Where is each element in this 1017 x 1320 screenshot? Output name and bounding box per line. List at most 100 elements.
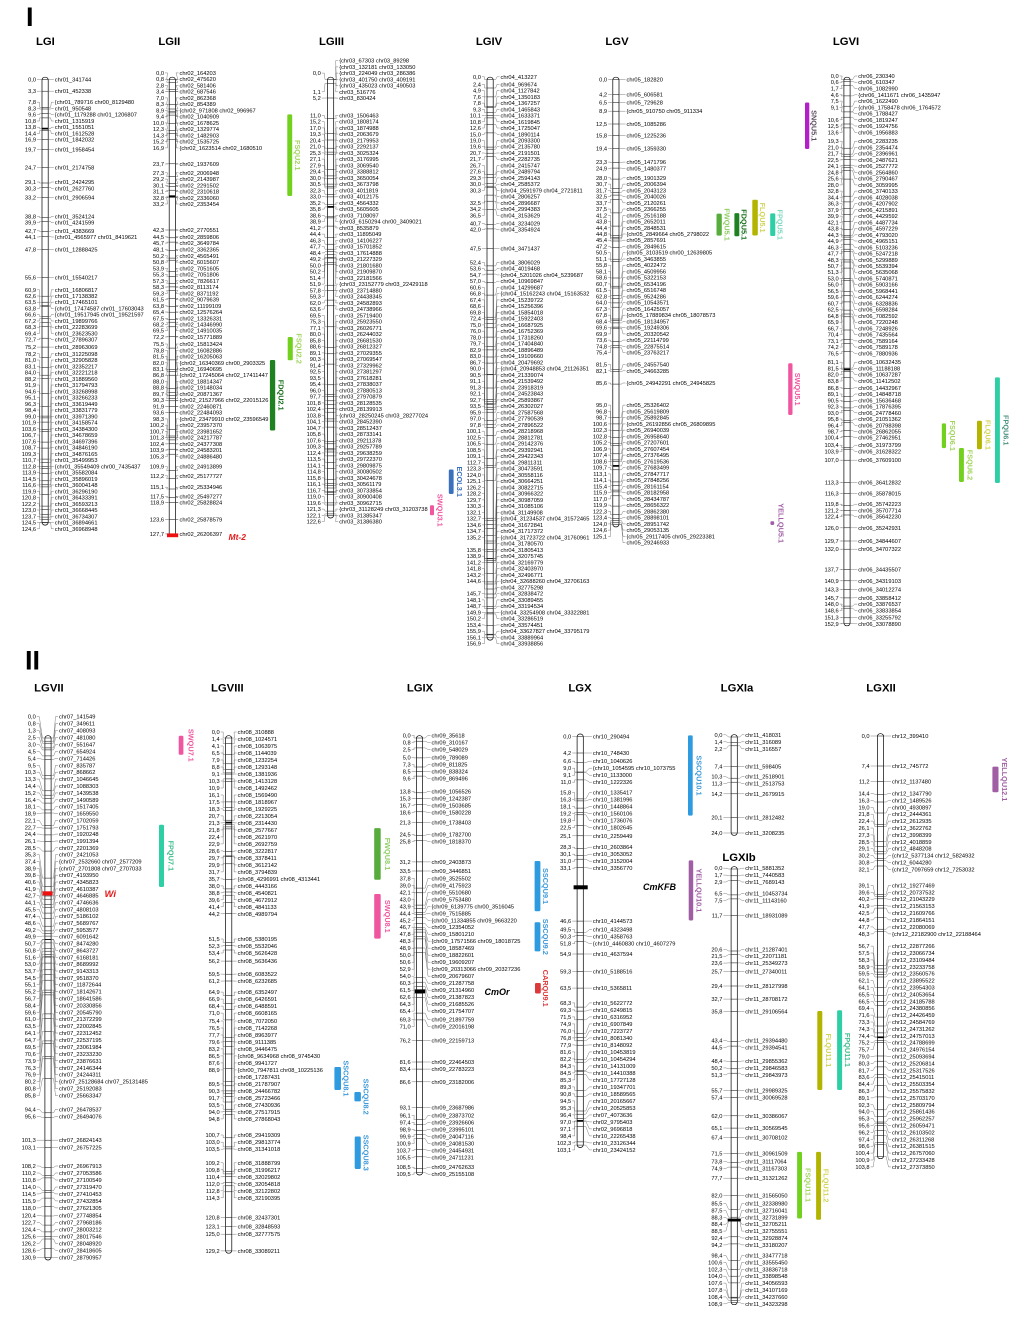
svg-text:0,8: 0,8 [28, 722, 36, 728]
svg-text:LGII: LGII [158, 36, 180, 48]
svg-text:chr07_9518370: chr07_9518370 [59, 976, 99, 982]
svg-text:chr02_3649784: chr02_3649784 [180, 241, 220, 247]
svg-text:81,7: 81,7 [859, 1068, 870, 1074]
svg-text:46,7: 46,7 [400, 925, 411, 931]
svg-text:{chr06_1411671 chr06_1435947: {chr06_1411671 chr06_1435947 [858, 93, 940, 99]
svg-text:chr06_4215891: chr06_4215891 [858, 208, 898, 214]
svg-text:81,0: 81,0 [25, 358, 36, 364]
svg-text:123,0: 123,0 [22, 508, 36, 514]
svg-text:chr11_29394480: chr11_29394480 [745, 1039, 787, 1045]
svg-text:0,6: 0,6 [831, 80, 839, 86]
svg-text:chr06_5635068: chr06_5635068 [858, 270, 898, 276]
svg-text:115,9: 115,9 [593, 491, 607, 497]
svg-text:{chr04_32688260 chr04_32706163: {chr04_32688260 chr04_32706163 [501, 579, 590, 585]
svg-text:35,7: 35,7 [209, 877, 220, 883]
svg-text:69,3: 69,3 [560, 1008, 571, 1014]
svg-text:{chr12_22182900 chr12_22188464: {chr12_22182900 chr12_22188464 [892, 932, 981, 938]
svg-text:chr01_1842032: chr01_1842032 [55, 138, 95, 144]
svg-text:chr04_1633371: chr04_1633371 [501, 114, 541, 120]
svg-text:chr07_1991394: chr07_1991394 [59, 839, 99, 845]
svg-text:89,1: 89,1 [828, 392, 839, 398]
svg-text:71,0: 71,0 [400, 1025, 411, 1031]
svg-text:chr10_1381996: chr10_1381996 [593, 798, 633, 804]
svg-text:12,5: 12,5 [596, 122, 607, 128]
svg-text:89,1: 89,1 [859, 1096, 870, 1102]
svg-text:50,5: 50,5 [596, 251, 607, 257]
svg-text:11,7: 11,7 [712, 914, 723, 920]
svg-text:32,7: 32,7 [711, 997, 722, 1003]
svg-text:{chr02_21527966 chr02_22015126: {chr02_21527966 chr02_22015126 [180, 398, 269, 404]
svg-text:82,9: 82,9 [470, 348, 481, 354]
svg-text:chr03_30561179: chr03_30561179 [339, 482, 381, 488]
svg-text:chr06_5903166: chr06_5903166 [858, 283, 898, 289]
svg-text:chr05_25619809: chr05_25619809 [627, 409, 670, 415]
svg-text:{chr04_31723722 chr04_31760961: {chr04_31723722 chr04_31760961 [501, 535, 590, 541]
svg-text:39,9: 39,9 [828, 214, 839, 220]
svg-text:109,7: 109,7 [593, 466, 607, 472]
svg-text:73,6: 73,6 [596, 338, 607, 344]
svg-text:75,4: 75,4 [209, 1019, 220, 1025]
svg-text:LGI: LGI [36, 36, 55, 48]
svg-text:chr12_21563153: chr12_21563153 [892, 904, 935, 910]
svg-text:chr10_4637594: chr10_4637594 [593, 952, 633, 958]
svg-text:chr02_25177727: chr02_25177727 [180, 474, 223, 480]
svg-text:chr11_31117064: chr11_31117064 [745, 1160, 786, 1166]
svg-text:83,2: 83,2 [209, 1047, 220, 1053]
svg-text:144,6: 144,6 [467, 579, 481, 585]
svg-text:112,8: 112,8 [206, 1189, 220, 1195]
svg-text:31,2: 31,2 [400, 860, 411, 866]
svg-text:chr07_27410453: chr07_27410453 [59, 1192, 102, 1198]
svg-text:76,3: 76,3 [25, 1066, 36, 1072]
svg-text:116,3: 116,3 [825, 491, 839, 497]
svg-text:chr12_25962257: chr12_25962257 [892, 1117, 935, 1123]
svg-text:chr09_21314960: chr09_21314960 [432, 988, 475, 994]
svg-text:107,8: 107,8 [708, 1288, 722, 1294]
svg-text:chr04_31780570: chr04_31780570 [501, 542, 544, 548]
svg-text:75,0: 75,0 [470, 323, 481, 329]
svg-text:101,3: 101,3 [22, 1138, 36, 1144]
svg-text:chr01_32352217: chr01_32352217 [55, 364, 98, 370]
svg-text:chr09_15801210: chr09_15801210 [432, 932, 475, 938]
svg-text:chr03_2063679: chr03_2063679 [339, 132, 379, 138]
svg-text:chr02_2353454: chr02_2353454 [180, 202, 220, 208]
svg-text:102,3: 102,3 [557, 1141, 571, 1147]
svg-text:16,4: 16,4 [25, 798, 36, 804]
svg-text:25,3: 25,3 [310, 151, 321, 157]
svg-text:chr04_31672841: chr04_31672841 [501, 523, 544, 529]
svg-text:chr03_30900408: chr03_30900408 [339, 495, 382, 501]
svg-text:100,6: 100,6 [593, 422, 607, 428]
svg-text:148,7: 148,7 [467, 604, 481, 610]
svg-text:{chr03_67303 chr03_89298: {chr03_67303 chr03_89298 [339, 59, 409, 65]
svg-text:125,1: 125,1 [467, 479, 481, 485]
svg-text:24,5: 24,5 [400, 832, 411, 838]
svg-text:chr02_164203: chr02_164203 [180, 71, 216, 77]
svg-text:{chr04_33254908 chr04_33322881: {chr04_33254908 chr04_33322881 [501, 610, 590, 616]
svg-text:chr04_29392941: chr04_29392941 [501, 448, 544, 454]
svg-text:128,2: 128,2 [467, 492, 481, 498]
svg-text:chr08_2314430: chr08_2314430 [238, 821, 278, 827]
svg-text:114,8: 114,8 [307, 470, 321, 476]
svg-text:{chr07_2701808 chr07_2707033: {chr07_2701808 chr07_2707033 [59, 866, 142, 872]
svg-text:chr12_4018859: chr12_4018859 [892, 840, 932, 846]
svg-text:chr11_2518901: chr11_2518901 [745, 775, 784, 781]
svg-text:chr08_32122802: chr08_32122802 [238, 1189, 281, 1195]
svg-text:FSQU2.2: FSQU2.2 [294, 333, 303, 363]
svg-text:chr08_2692759: chr08_2692759 [238, 842, 278, 848]
svg-text:92,3: 92,3 [828, 405, 839, 411]
svg-text:chr04_32775298: chr04_32775298 [501, 585, 544, 591]
svg-text:chr08_31341018: chr08_31341018 [238, 1147, 281, 1153]
svg-text:chr12_26103502: chr12_26103502 [892, 1130, 935, 1136]
svg-text:FSQU11.1: FSQU11.1 [804, 1168, 813, 1202]
svg-text:chr05_1359330: chr05_1359330 [627, 147, 667, 153]
svg-text:145,7: 145,7 [467, 592, 481, 598]
svg-text:chr08_7142268: chr08_7142268 [238, 1026, 278, 1032]
svg-text:87,5: 87,5 [711, 1209, 722, 1215]
svg-text:68,4: 68,4 [596, 319, 607, 325]
svg-text:chr07_1439538: chr07_1439538 [59, 791, 99, 797]
svg-text:chr06_35742223: chr06_35742223 [858, 502, 901, 508]
svg-text:chr09_789089: chr09_789089 [432, 756, 468, 762]
svg-text:chr08_1144039: chr08_1144039 [238, 751, 277, 757]
svg-text:34,4: 34,4 [828, 195, 839, 201]
svg-text:69,4: 69,4 [25, 331, 36, 337]
svg-text:44,1: 44,1 [25, 235, 36, 241]
